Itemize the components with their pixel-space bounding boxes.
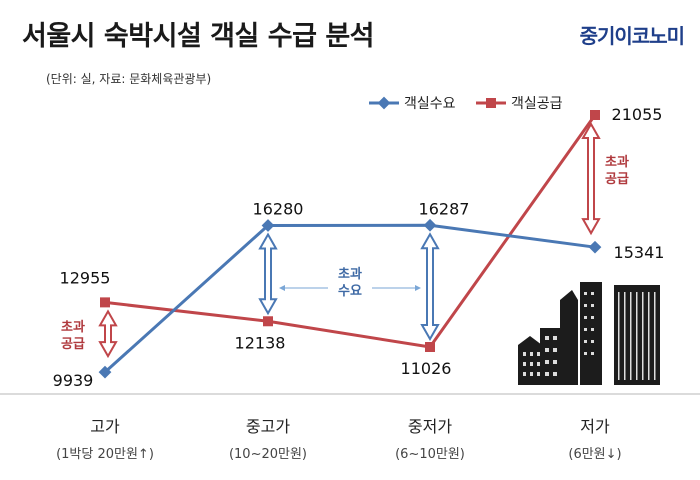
excess-demand-label-bg xyxy=(328,262,372,302)
x-tick-sublabel-0: (1박당 20만원↑) xyxy=(56,447,154,462)
supply-value-label-3: 21055 xyxy=(612,105,663,124)
demand-value-label-2: 16287 xyxy=(419,199,470,218)
gap-arrow-mid-high xyxy=(258,232,278,316)
excess-supply-right-label-2: 공급 xyxy=(605,172,629,187)
gap-arrow-mid-low xyxy=(420,232,440,342)
demand-value-label-3: 15341 xyxy=(614,243,665,262)
supply-point-1 xyxy=(263,316,273,327)
legend-item-supply: 객실공급 xyxy=(476,96,563,112)
demand-value-label-0: 9939 xyxy=(53,371,94,390)
gap-arrow-high xyxy=(98,309,118,359)
series-markers-demand xyxy=(98,218,602,379)
legend-item-demand: 객실수요 xyxy=(369,96,456,112)
supply-value-label-1: 12138 xyxy=(235,333,286,352)
excess-supply-left-label-2: 공급 xyxy=(61,337,85,352)
gap-arrow-high-shape xyxy=(98,309,118,359)
x-tick-sublabel-3: (6만원↓) xyxy=(568,447,621,462)
series-markers-supply xyxy=(100,110,600,352)
supply-point-0 xyxy=(100,297,110,308)
x-tick-label-2: 중저가 xyxy=(408,417,452,436)
x-axis-ticks: 고가 (1박당 20만원↑) 중고가 (10~20만원) 중저가 (6~10만원) 저가 (6… xyxy=(56,417,622,462)
city-buildings-icon xyxy=(518,282,660,385)
x-tick-sublabel-2: (6~10만원) xyxy=(395,447,465,462)
excess-supply-right-annotation: 초과 공급 xyxy=(605,155,629,187)
gap-arrow-low-shape xyxy=(581,121,601,236)
gap-arrow-mid-low-shape xyxy=(420,232,440,342)
data-labels-demand: 9939 16280 16287 15341 xyxy=(53,199,665,390)
x-tick-label-1: 중고가 xyxy=(246,417,290,436)
supply-value-label-0: 12955 xyxy=(60,268,111,287)
demand-point-0 xyxy=(98,365,112,379)
chart-title: 서울시 숙박시설 객실 수급 분석 xyxy=(22,21,375,52)
legend-demand-label: 객실수요 xyxy=(404,96,456,112)
brand-logo: 중기이코노미 xyxy=(579,24,685,48)
series-line-demand xyxy=(103,223,596,374)
legend-demand-marker xyxy=(377,96,391,110)
demand-point-1 xyxy=(261,219,275,232)
excess-supply-left-label-1: 초과 xyxy=(61,320,85,335)
demand-point-2 xyxy=(423,218,437,232)
excess-demand-label-1: 초과 xyxy=(338,267,362,282)
x-tick-label-3: 저가 xyxy=(580,417,610,436)
gap-arrows xyxy=(98,121,601,359)
excess-supply-left-annotation: 초과 공급 xyxy=(61,320,85,352)
x-tick-label-0: 고가 xyxy=(90,417,120,436)
gap-arrow-mid-high-shape xyxy=(258,232,278,316)
demand-value-label-1: 16280 xyxy=(253,199,304,218)
supply-point-3 xyxy=(590,110,600,120)
x-tick-sublabel-1: (10~20만원) xyxy=(229,447,307,462)
supply-value-label-2: 11026 xyxy=(401,359,452,378)
legend: 객실수요 객실공급 xyxy=(369,96,563,112)
excess-demand-annotation: 초과 수요 xyxy=(279,262,421,302)
legend-supply-marker xyxy=(486,98,496,108)
supply-point-2 xyxy=(425,342,435,352)
data-labels-supply: 12955 12138 11026 21055 xyxy=(60,105,663,378)
gap-arrow-low xyxy=(581,121,601,236)
demand-point-3 xyxy=(588,240,602,254)
legend-supply-label: 객실공급 xyxy=(511,96,563,112)
series-line-supply xyxy=(104,114,597,349)
excess-demand-label-2: 수요 xyxy=(338,284,362,299)
excess-supply-right-label-1: 초과 xyxy=(605,155,629,170)
unit-note: (단위: 실, 자료: 문화체육관광부) xyxy=(46,72,212,86)
